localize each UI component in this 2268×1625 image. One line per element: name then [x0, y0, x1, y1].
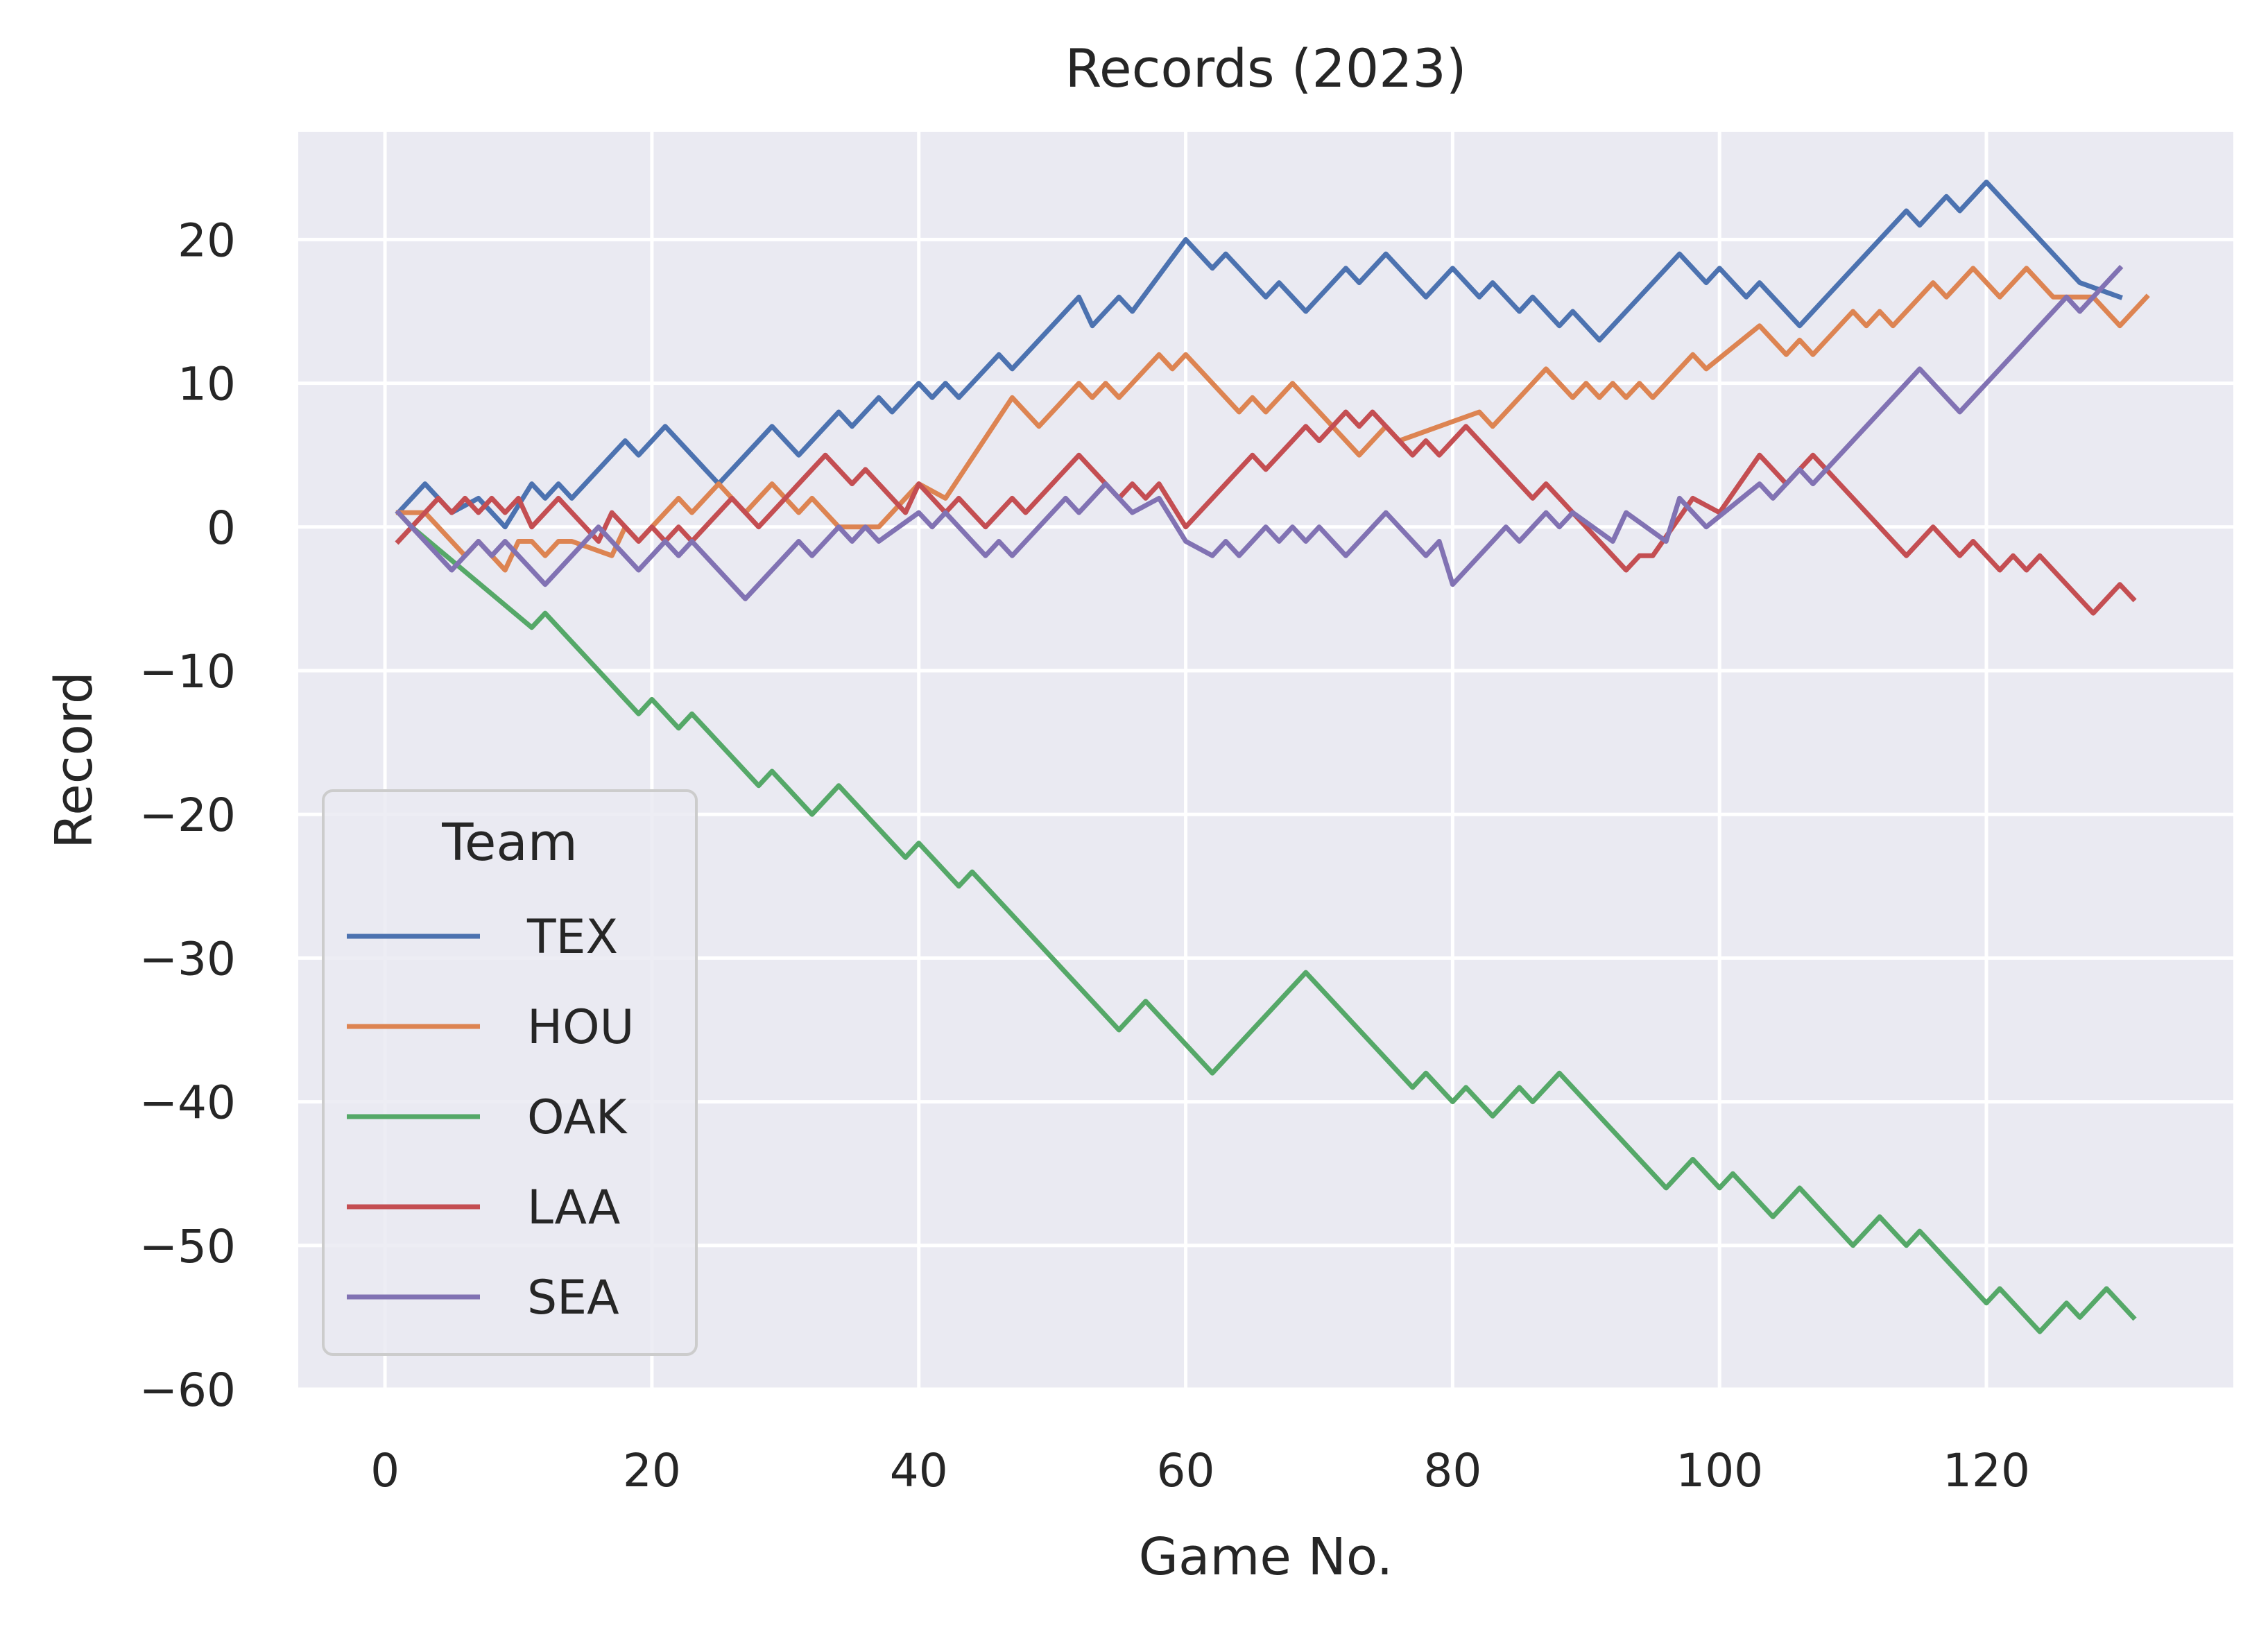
- y-tick-labels: 20 10 0 −10 −20 −30 −40 −50 −60: [139, 214, 236, 1417]
- series-line-sea: [395, 264, 2124, 601]
- y-tick-label: −20: [139, 789, 236, 842]
- legend-title: Team: [441, 813, 578, 872]
- x-tick-labels: 0 20 40 60 80 100 120: [370, 1444, 2030, 1497]
- x-tick-label: 100: [1676, 1444, 1763, 1497]
- chart-title: Records (2023): [1065, 37, 1466, 99]
- legend-label-laa: LAA: [527, 1180, 620, 1235]
- y-tick-label: −60: [139, 1364, 236, 1417]
- y-tick-label: 0: [207, 501, 236, 555]
- x-tick-label: 20: [623, 1444, 681, 1497]
- legend-label-sea: SEA: [527, 1271, 619, 1325]
- legend-items: TEX HOU OAK LAA SEA: [347, 910, 634, 1325]
- y-tick-label: −30: [139, 932, 236, 986]
- y-axis-title: Record: [44, 671, 104, 849]
- legend: Team TEX HOU OAK LAA SEA: [322, 789, 698, 1356]
- legend-label-oak: OAK: [527, 1090, 628, 1145]
- series-line-tex: [395, 180, 2123, 530]
- series-line-hou: [395, 266, 2150, 573]
- series-lines: [395, 180, 2150, 1334]
- x-tick-label: 40: [890, 1444, 948, 1497]
- series-line-oak: [395, 509, 2137, 1334]
- y-tick-label: −40: [139, 1076, 236, 1130]
- x-axis-title: Game No.: [1139, 1527, 1393, 1587]
- y-tick-label: −50: [139, 1220, 236, 1273]
- x-tick-label: 120: [1943, 1444, 2030, 1497]
- y-tick-label: 10: [178, 358, 236, 411]
- legend-label-tex: TEX: [526, 910, 618, 965]
- legend-box: [322, 789, 698, 1356]
- legend-label-hou: HOU: [527, 1000, 634, 1055]
- x-tick-label: 60: [1157, 1444, 1215, 1497]
- x-tick-label: 0: [370, 1444, 400, 1497]
- x-tick-label: 80: [1423, 1444, 1481, 1497]
- y-tick-label: −10: [139, 645, 236, 698]
- y-tick-label: 20: [178, 214, 236, 267]
